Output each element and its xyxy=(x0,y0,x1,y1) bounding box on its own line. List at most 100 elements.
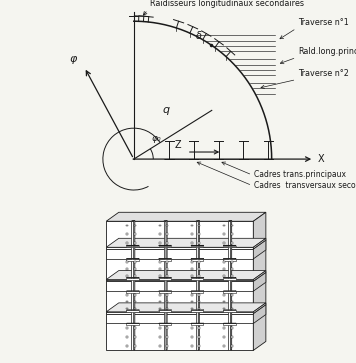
Polygon shape xyxy=(231,225,233,227)
Polygon shape xyxy=(231,261,233,263)
Text: X: X xyxy=(318,154,324,164)
Polygon shape xyxy=(191,291,203,293)
Polygon shape xyxy=(126,294,129,295)
Polygon shape xyxy=(166,307,168,309)
Text: Cadres trans.principaux: Cadres trans.principaux xyxy=(254,171,346,179)
Polygon shape xyxy=(126,233,129,235)
Polygon shape xyxy=(223,310,236,312)
Polygon shape xyxy=(253,212,266,350)
Polygon shape xyxy=(223,307,225,309)
Polygon shape xyxy=(126,245,139,246)
Polygon shape xyxy=(223,327,225,329)
Polygon shape xyxy=(223,258,236,259)
Polygon shape xyxy=(126,242,129,244)
Polygon shape xyxy=(231,268,233,270)
Polygon shape xyxy=(191,323,203,325)
Polygon shape xyxy=(223,245,236,246)
Polygon shape xyxy=(198,345,200,347)
Polygon shape xyxy=(134,275,136,277)
Polygon shape xyxy=(231,301,233,302)
Polygon shape xyxy=(126,301,129,302)
Text: Cadres  transversaux secondaires: Cadres transversaux secondaires xyxy=(254,181,356,190)
Polygon shape xyxy=(106,238,266,247)
Polygon shape xyxy=(191,261,193,263)
Polygon shape xyxy=(106,270,266,280)
Polygon shape xyxy=(198,336,200,338)
Polygon shape xyxy=(231,233,233,235)
Polygon shape xyxy=(159,259,171,261)
Polygon shape xyxy=(253,270,266,281)
Polygon shape xyxy=(223,291,236,293)
Polygon shape xyxy=(166,345,168,347)
Polygon shape xyxy=(126,278,139,280)
Polygon shape xyxy=(166,327,168,329)
Polygon shape xyxy=(106,247,253,249)
Polygon shape xyxy=(134,268,136,270)
Polygon shape xyxy=(106,312,253,314)
Polygon shape xyxy=(126,327,129,329)
Polygon shape xyxy=(253,238,266,249)
Polygon shape xyxy=(191,307,193,309)
Polygon shape xyxy=(126,307,129,309)
Polygon shape xyxy=(159,294,161,295)
Polygon shape xyxy=(126,291,139,293)
Polygon shape xyxy=(191,301,193,302)
Polygon shape xyxy=(198,225,200,227)
Polygon shape xyxy=(223,268,225,270)
Polygon shape xyxy=(191,258,204,259)
Polygon shape xyxy=(191,294,193,295)
Polygon shape xyxy=(231,275,233,277)
Polygon shape xyxy=(198,294,200,295)
Polygon shape xyxy=(223,259,236,261)
Polygon shape xyxy=(106,240,266,249)
Polygon shape xyxy=(159,301,161,302)
Polygon shape xyxy=(223,277,236,278)
Polygon shape xyxy=(191,275,193,277)
Polygon shape xyxy=(166,336,168,338)
Polygon shape xyxy=(231,307,233,309)
Polygon shape xyxy=(231,345,233,347)
Polygon shape xyxy=(126,323,139,325)
Text: Raidisseurs longitudinaux secondaires: Raidisseurs longitudinaux secondaires xyxy=(150,0,304,8)
Polygon shape xyxy=(198,327,200,329)
Text: Z: Z xyxy=(175,140,182,150)
Polygon shape xyxy=(106,303,266,312)
Polygon shape xyxy=(159,323,171,325)
Polygon shape xyxy=(223,242,225,244)
Polygon shape xyxy=(253,305,266,323)
Polygon shape xyxy=(191,233,193,235)
Polygon shape xyxy=(228,221,231,350)
Polygon shape xyxy=(166,301,168,302)
Polygon shape xyxy=(131,221,134,350)
Polygon shape xyxy=(223,301,225,302)
Polygon shape xyxy=(223,275,225,277)
Polygon shape xyxy=(126,261,129,263)
Polygon shape xyxy=(159,327,161,329)
Polygon shape xyxy=(191,242,193,244)
Polygon shape xyxy=(198,268,200,270)
Polygon shape xyxy=(223,233,225,235)
Polygon shape xyxy=(253,303,266,314)
Polygon shape xyxy=(134,345,136,347)
Text: Rald.long.principaux: Rald.long.principaux xyxy=(298,47,356,56)
Polygon shape xyxy=(196,221,198,350)
Polygon shape xyxy=(106,272,266,281)
Polygon shape xyxy=(126,259,139,261)
Polygon shape xyxy=(191,225,193,227)
Polygon shape xyxy=(231,327,233,329)
Polygon shape xyxy=(164,221,166,350)
Polygon shape xyxy=(196,220,199,221)
Polygon shape xyxy=(126,336,129,338)
Polygon shape xyxy=(198,233,200,235)
Polygon shape xyxy=(134,242,136,244)
Polygon shape xyxy=(159,246,171,247)
Polygon shape xyxy=(253,272,266,291)
Polygon shape xyxy=(191,278,203,280)
Polygon shape xyxy=(231,242,233,244)
Polygon shape xyxy=(159,258,172,259)
Text: Traverse n°2: Traverse n°2 xyxy=(298,69,349,78)
Polygon shape xyxy=(164,220,167,221)
Polygon shape xyxy=(223,261,225,263)
Polygon shape xyxy=(191,310,203,312)
Polygon shape xyxy=(106,280,253,281)
